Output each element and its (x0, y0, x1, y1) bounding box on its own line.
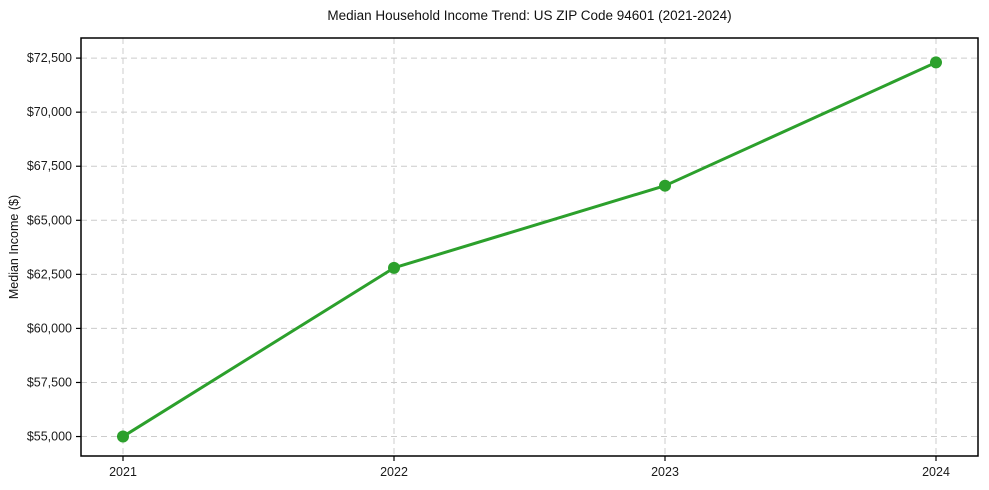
income-trend-line (121, 60, 938, 439)
y-tick-label: $55,000 (27, 430, 72, 444)
y-tick-label: $65,000 (27, 213, 72, 227)
data-point-2023 (659, 179, 671, 192)
y-tick-label: $62,500 (27, 267, 72, 281)
x-tick-label: 2024 (922, 465, 950, 479)
plot-border (80, 37, 979, 457)
x-tick-label: 2021 (109, 465, 137, 479)
data-point-2024 (930, 56, 942, 69)
y-tick-label: $67,500 (27, 159, 72, 173)
x-tick-label: 2022 (380, 465, 408, 479)
y-tick-label: $60,000 (27, 321, 72, 335)
y-tick-label: $57,500 (27, 375, 72, 389)
y-tick-label: $72,500 (27, 51, 72, 65)
chart-title: Median Household Income Trend: US ZIP Co… (327, 8, 732, 23)
y-tick-label: $70,000 (27, 105, 72, 119)
x-tick-label: 2023 (651, 465, 679, 479)
data-point-2022 (388, 261, 400, 274)
data-point-2021 (117, 430, 129, 443)
